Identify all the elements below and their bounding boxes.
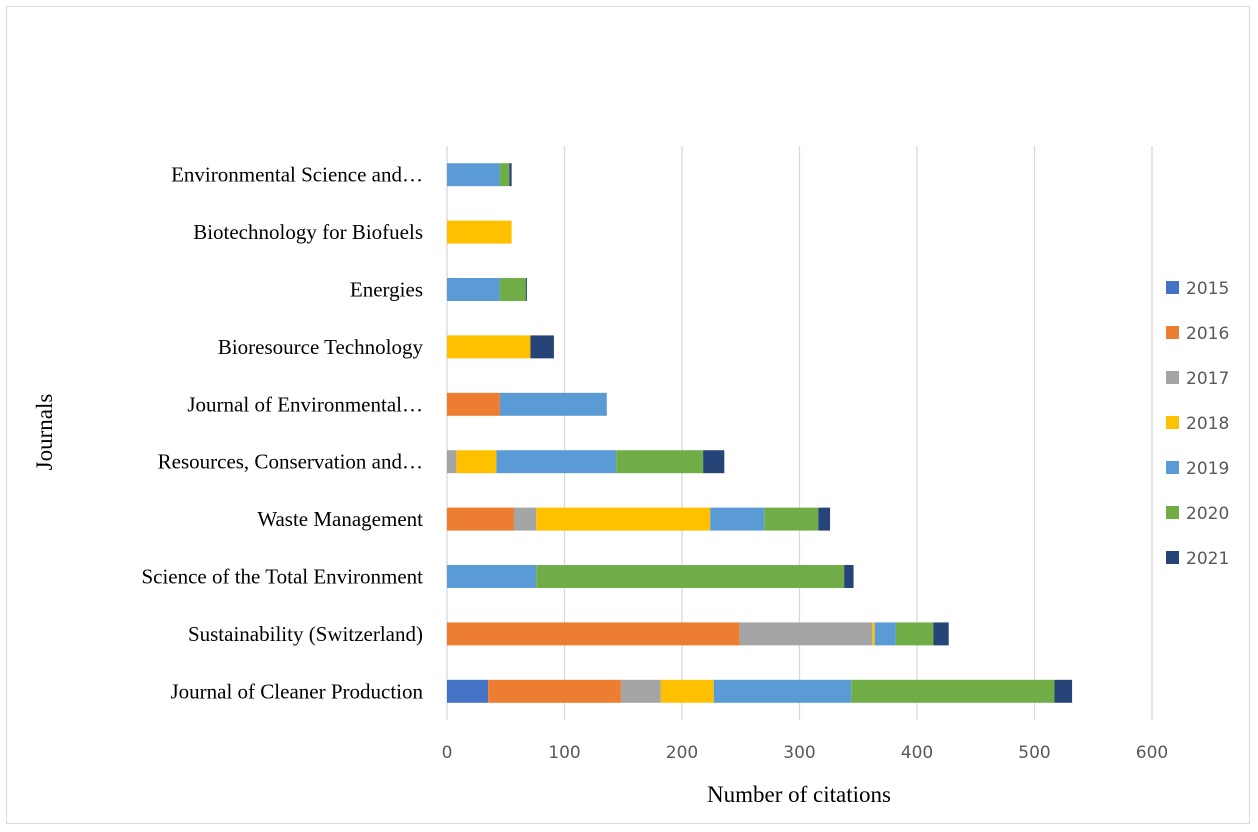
x-axis-title: Number of citations (707, 782, 891, 807)
bar-segment (620, 679, 661, 703)
legend-label: 2017 (1186, 369, 1229, 389)
legend-swatch (1166, 371, 1179, 384)
bar-segment (844, 565, 854, 588)
bar-segment (496, 450, 617, 474)
x-tick-label: 600 (1136, 743, 1168, 763)
category-label: Energies (350, 278, 423, 302)
category-label: Biotechnology for Biofuels (193, 220, 423, 244)
legend-swatch (1166, 416, 1179, 429)
category-labels: Journal of Cleaner Production Sustainabil… (141, 163, 423, 704)
legend-label: 2016 (1186, 324, 1229, 344)
bar-segment (447, 679, 489, 703)
category-label: Sustainability (Switzerland) (188, 622, 423, 646)
category-label: Resources, Conservation and… (158, 450, 423, 474)
bar-segment (739, 622, 873, 646)
x-tick-labels: 0 100 200 300 400 500 600 (442, 743, 1169, 763)
bar-segment (447, 335, 531, 359)
bar-segment (456, 450, 497, 474)
bar-segment (895, 622, 934, 646)
legend-label: 2020 (1186, 504, 1229, 524)
bar-segment (851, 679, 1055, 703)
bar-segment (513, 507, 537, 531)
bar-segment (616, 450, 704, 474)
category-label: Bioresource Technology (218, 335, 424, 359)
category-label: Journal of Environmental… (187, 392, 423, 416)
legend-swatch (1166, 551, 1179, 564)
bar-segment (713, 679, 852, 703)
category-label: Environmental Science and… (171, 163, 423, 187)
x-tick-label: 100 (548, 743, 580, 763)
bar-segment (447, 278, 500, 301)
legend-swatch (1166, 506, 1179, 519)
bar-segment (499, 392, 607, 416)
legend-swatch (1166, 461, 1179, 474)
x-tick-label: 400 (901, 743, 933, 763)
x-tick-label: 200 (666, 743, 698, 763)
legend-label: 2019 (1186, 459, 1229, 479)
legend-label: 2018 (1186, 414, 1229, 434)
bar-segment (525, 278, 527, 301)
bar-segment (1054, 679, 1073, 703)
bar-segment (499, 163, 510, 187)
legend-swatch (1166, 281, 1179, 294)
bar-segment (488, 679, 621, 703)
category-label: Science of the Total Environment (141, 565, 423, 589)
x-tick-label: 0 (442, 743, 453, 763)
bar-segment (818, 507, 831, 531)
bar-segment (536, 565, 845, 588)
bars (447, 163, 1073, 703)
bar-segment (536, 507, 711, 531)
bar-segment (874, 622, 896, 646)
bar-segment (764, 507, 819, 531)
bar-segment (447, 220, 512, 244)
category-label: Waste Management (257, 507, 423, 531)
bar-segment (499, 278, 526, 301)
bar-segment (933, 622, 949, 646)
x-tick-label: 500 (1018, 743, 1050, 763)
bar-segment (447, 507, 514, 531)
y-axis-title: Journals (32, 394, 57, 471)
legend-label: 2021 (1186, 549, 1229, 569)
bar-segment (447, 163, 500, 187)
legend-swatch (1166, 326, 1179, 339)
bar-segment (703, 450, 725, 474)
bar-segment (660, 679, 714, 703)
bar-segment (447, 622, 740, 646)
legend: 2015 2016 2017 2018 2019 2020 2021 (1166, 279, 1229, 569)
bar-segment (447, 392, 500, 416)
bar-segment (710, 507, 765, 531)
bar-segment (530, 335, 554, 359)
bar-segment (447, 450, 457, 474)
bar-segment (509, 163, 512, 187)
legend-label: 2015 (1186, 279, 1229, 299)
x-tick-label: 300 (783, 743, 815, 763)
bar-segment (447, 565, 537, 588)
category-label: Journal of Cleaner Production (170, 679, 423, 703)
bar-segment (872, 622, 875, 646)
